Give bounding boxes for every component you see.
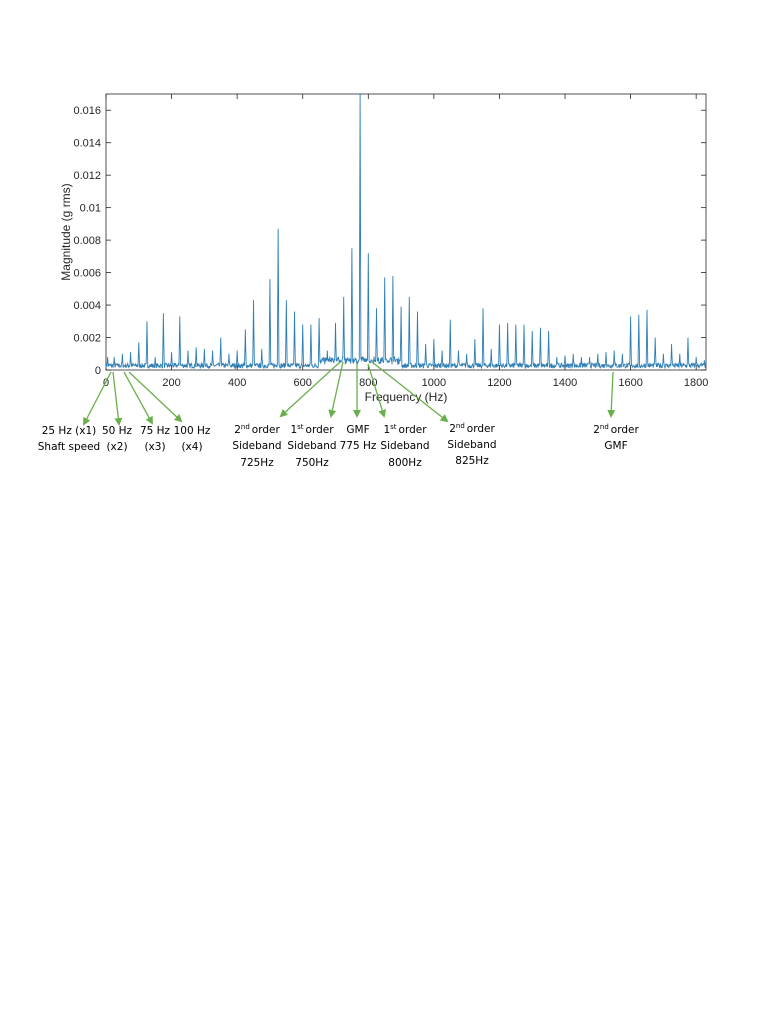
- x-axis-label: Frequency (Hz): [365, 390, 448, 404]
- y-tick-label: 0.006: [73, 268, 101, 280]
- annotation-arrow: [112, 371, 123, 426]
- y-tick-label: 0: [95, 365, 101, 377]
- annotation-2x: 50 Hz (x2): [102, 425, 133, 453]
- annotation-shaft-speed: 25 Hz (x1) Shaft speed: [38, 425, 100, 453]
- annotation-line: Shaft speed: [38, 441, 100, 453]
- order-number: 1: [383, 424, 390, 436]
- annotation-2nd-sideband-825: 2nd order Sideband 825Hz: [447, 422, 496, 467]
- y-axis-label: Magnitude (g rms): [59, 183, 73, 280]
- annotation-arrows: [83, 361, 616, 426]
- annotation-arrow: [367, 363, 387, 418]
- annotation-order-line: 1st order: [290, 423, 334, 436]
- plot-area: [105, 93, 707, 371]
- annotation-line: Sideband: [287, 440, 336, 452]
- y-axis: 0 0.002 0.004 0.006 0.008 0.01 0.012 0.014 0.016: [73, 105, 706, 377]
- y-tick-label: 0.016: [73, 105, 101, 117]
- annotation-3x: 75 Hz (x3): [140, 425, 171, 453]
- annotation-arrow: [328, 361, 344, 418]
- annotation-line: 750Hz: [295, 457, 329, 469]
- order-number: 2: [234, 424, 241, 436]
- annotation-line: (x3): [144, 441, 165, 453]
- annotation-order-line: 2nd order: [449, 422, 495, 435]
- annotation-line: 800Hz: [388, 457, 422, 469]
- order-number: 2: [449, 423, 456, 435]
- x-tick-label: 200: [162, 377, 180, 389]
- annotation-order-line: 2nd order: [593, 423, 639, 436]
- annotation-order-line: 1st order: [383, 423, 427, 436]
- annotation-arrow: [371, 361, 449, 423]
- order-suffix: st: [297, 423, 304, 431]
- annotation-line: 775 Hz: [340, 440, 377, 452]
- annotation-arrow: [279, 361, 341, 418]
- annotation-line: (x2): [106, 441, 127, 453]
- y-tick-label: 0.008: [73, 235, 101, 247]
- x-tick-label: 400: [228, 377, 246, 389]
- order-suffix: nd: [456, 422, 465, 430]
- y-tick-label: 0.012: [73, 170, 101, 182]
- y-tick-label: 0.002: [73, 333, 101, 345]
- order-suffix: nd: [241, 423, 250, 431]
- annotation-2nd-sideband-725: 2nd order Sideband 725Hz: [232, 423, 281, 469]
- order-number: 2: [593, 424, 600, 436]
- annotation-line: GMF: [346, 424, 369, 436]
- x-tick-label: 1800: [684, 377, 708, 389]
- order-number: 1: [290, 424, 297, 436]
- annotation-line: (x4): [181, 441, 202, 453]
- order-word: order: [399, 424, 428, 436]
- order-suffix: st: [390, 423, 397, 431]
- order-word: order: [252, 424, 281, 436]
- annotation-line: 100 Hz: [174, 425, 211, 437]
- annotation-arrow: [83, 371, 112, 426]
- y-tick-label: 0.01: [80, 203, 101, 215]
- annotation-arrow: [128, 371, 183, 423]
- order-suffix: nd: [600, 423, 609, 431]
- order-word: order: [467, 423, 496, 435]
- x-tick-label: 1000: [422, 377, 446, 389]
- annotation-arrow: [607, 371, 616, 418]
- x-tick-label: 1200: [487, 377, 511, 389]
- x-tick-label: 1600: [618, 377, 642, 389]
- y-tick-label: 0.014: [73, 138, 101, 150]
- annotation-line: 25 Hz (x1): [42, 425, 97, 437]
- annotation-line: 75 Hz: [140, 425, 171, 437]
- annotation-2nd-gmf: 2nd order GMF: [593, 423, 639, 452]
- annotation-order-line: 2nd order: [234, 423, 280, 436]
- annotation-1st-sideband-750: 1st order Sideband 750Hz: [287, 423, 336, 469]
- x-tick-label: 1400: [553, 377, 577, 389]
- order-word: order: [306, 424, 335, 436]
- y-tick-label: 0.004: [73, 300, 101, 312]
- annotation-line: Sideband: [447, 439, 496, 451]
- annotation-4x: 100 Hz (x4): [174, 425, 211, 453]
- annotation-line: Sideband: [232, 440, 281, 452]
- annotation-line: 725Hz: [240, 457, 274, 469]
- order-word: order: [611, 424, 640, 436]
- annotation-1st-sideband-800: 1st order Sideband 800Hz: [380, 423, 429, 469]
- annotation-line: 825Hz: [455, 455, 489, 467]
- x-tick-label: 600: [294, 377, 312, 389]
- annotation-line: GMF: [604, 440, 627, 452]
- annotation-line: Sideband: [380, 440, 429, 452]
- annotation-gmf-775: GMF 775 Hz: [340, 424, 377, 452]
- spectrum-line: [105, 93, 707, 370]
- annotation-line: 50 Hz: [102, 425, 133, 437]
- annotation-arrow: [123, 371, 153, 425]
